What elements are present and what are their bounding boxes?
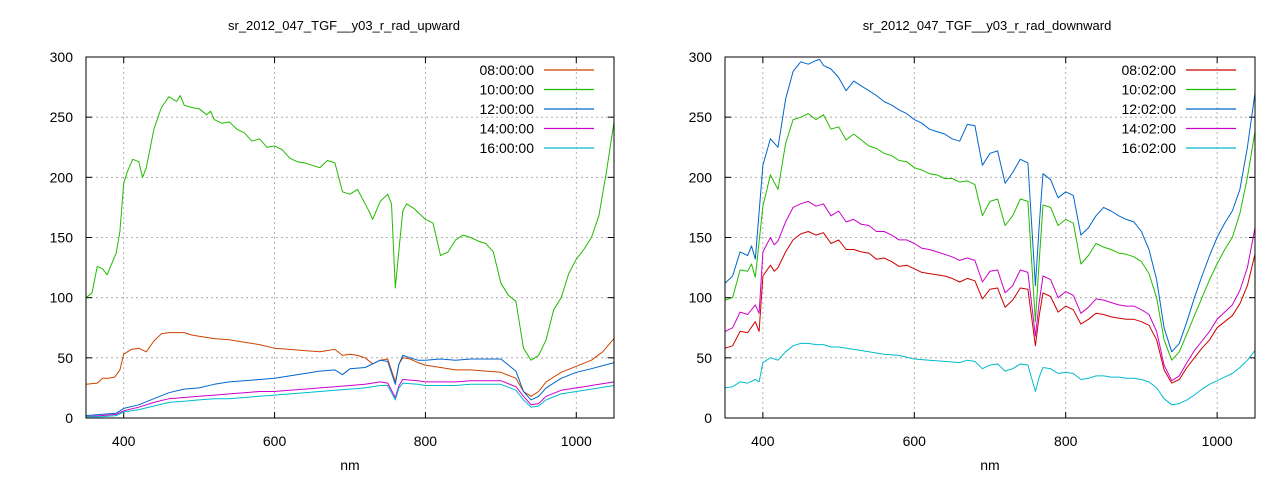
x-tick-label: 1000 <box>1202 433 1233 449</box>
y-tick-label: 250 <box>689 109 713 125</box>
series-line-08:02:00 <box>724 231 1256 384</box>
series-line-16:00:00 <box>86 382 615 418</box>
legend-label: 16:02:00 <box>1122 140 1177 156</box>
x-tick-label: 400 <box>751 433 775 449</box>
x-tick-label: 800 <box>414 433 438 449</box>
legend-label: 10:02:00 <box>1122 82 1177 98</box>
series-line-14:02:00 <box>724 200 1256 382</box>
legend-label: 08:00:00 <box>480 62 535 78</box>
y-tick-label: 0 <box>704 410 712 426</box>
series-line-10:00:00 <box>85 95 615 361</box>
legend-label: 14:02:00 <box>1122 121 1177 137</box>
x-axis-label: nm <box>340 457 359 473</box>
series-line-12:00:00 <box>85 354 615 417</box>
x-tick-label: 400 <box>112 433 136 449</box>
plot-frame <box>85 56 615 419</box>
y-tick-label: 50 <box>57 350 73 366</box>
y-tick-label: 300 <box>50 49 74 65</box>
legend-label: 10:00:00 <box>480 82 535 98</box>
chart-1: sr_2012_047_TGF__y03_r_rad_upward 0 50 100 1… <box>50 18 615 473</box>
chart-2: sr_2012_047_TGF__y03_r_rad_downward 0 50 10… <box>689 18 1256 473</box>
legend-label: 16:00:00 <box>480 140 535 156</box>
plot-frame <box>724 56 1256 419</box>
legend-label: 08:02:00 <box>1122 62 1177 78</box>
legend-label: 12:02:00 <box>1122 101 1177 117</box>
legend-label: 12:00:00 <box>480 101 535 117</box>
series-line-14:00:00 <box>85 379 615 418</box>
series-line-12:02:00 <box>724 58 1256 353</box>
series-line-08:00:00 <box>85 332 615 397</box>
x-tick-label: 600 <box>263 433 287 449</box>
y-tick-label: 150 <box>689 230 713 246</box>
chart-title: sr_2012_047_TGF__y03_r_rad_upward <box>228 18 460 33</box>
y-tick-label: 150 <box>50 230 74 246</box>
x-axis-label: nm <box>980 457 999 473</box>
y-tick-label: 200 <box>50 169 74 185</box>
series-line-10:02:00 <box>724 113 1256 361</box>
chart-title: sr_2012_047_TGF__y03_r_rad_downward <box>863 18 1112 33</box>
x-tick-label: 800 <box>1054 433 1078 449</box>
y-tick-label: 100 <box>50 290 74 306</box>
y-tick-label: 100 <box>689 290 713 306</box>
y-tick-label: 200 <box>689 169 713 185</box>
series-line-16:02:00 <box>724 342 1256 406</box>
y-tick-label: 250 <box>50 109 74 125</box>
x-tick-label: 600 <box>903 433 927 449</box>
y-tick-label: 0 <box>65 410 73 426</box>
x-tick-label: 1000 <box>561 433 592 449</box>
y-tick-label: 300 <box>689 49 713 65</box>
y-tick-label: 50 <box>696 350 712 366</box>
legend-label: 14:00:00 <box>480 121 535 137</box>
